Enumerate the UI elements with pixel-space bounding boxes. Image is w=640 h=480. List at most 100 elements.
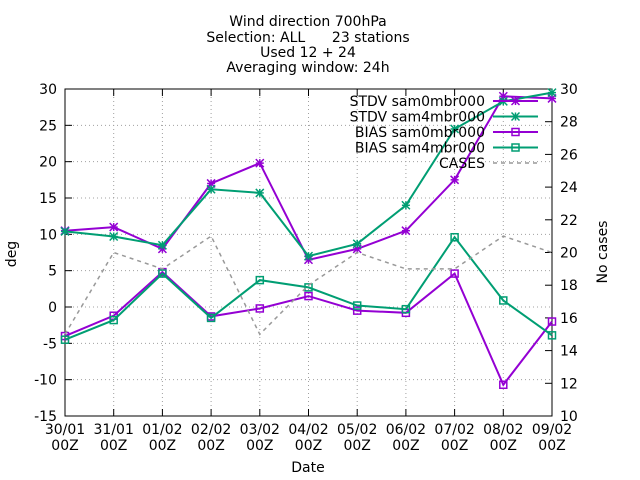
y2-tick-label: 30 bbox=[560, 82, 578, 98]
data-point bbox=[109, 222, 119, 232]
x-tick-label-time: 00Z bbox=[490, 438, 517, 454]
y-tick-label: -5 bbox=[43, 336, 57, 352]
data-point bbox=[450, 232, 459, 242]
series-layer bbox=[60, 88, 557, 390]
series-3 bbox=[60, 232, 557, 344]
x-tick-label: 07/02 bbox=[434, 422, 474, 438]
x-tick-label-time: 00Z bbox=[538, 438, 565, 454]
y2-tick-label: 22 bbox=[560, 213, 578, 229]
data-point bbox=[304, 283, 313, 292]
axes: -15 -10 -5 0 5 10 15 20 25 30 10 12 14 16 18 20 22 24 26 28… bbox=[34, 82, 578, 454]
legend-label: BIAS sam4mbr000 bbox=[355, 141, 485, 157]
series-line bbox=[64, 234, 553, 336]
data-point bbox=[450, 175, 460, 185]
legend-label: STDV sam4mbr000 bbox=[350, 110, 485, 126]
y2-tick-label: 20 bbox=[560, 246, 578, 262]
data-point bbox=[352, 239, 362, 249]
series-line bbox=[64, 270, 553, 387]
data-point bbox=[304, 291, 313, 301]
x-tick-label: 06/02 bbox=[386, 422, 426, 438]
legend-item-3: BIAS sam4mbr000 bbox=[355, 141, 538, 157]
legend-label: STDV sam0mbr000 bbox=[350, 94, 485, 110]
legend-marker bbox=[511, 127, 520, 137]
x-tick-label: 04/02 bbox=[288, 422, 328, 438]
data-point bbox=[60, 335, 70, 344]
y-tick-label: 0 bbox=[48, 300, 57, 316]
data-point bbox=[255, 275, 265, 285]
x-tick-label-time: 00Z bbox=[295, 438, 322, 454]
data-point bbox=[352, 301, 362, 310]
x-tick-label-time: 00Z bbox=[51, 438, 78, 454]
y-tick-label: 5 bbox=[48, 264, 57, 280]
data-point bbox=[401, 226, 411, 236]
title-line-4: Averaging window: 24h bbox=[226, 60, 389, 76]
legend-item-2: BIAS sam0mbr000 bbox=[355, 125, 538, 141]
data-point bbox=[109, 315, 118, 325]
legend-marker bbox=[510, 111, 521, 122]
marker-stroke bbox=[510, 96, 521, 106]
marker-stroke bbox=[303, 251, 314, 261]
data-point bbox=[547, 331, 557, 340]
y2-tick-label: 14 bbox=[560, 344, 578, 360]
marker-stroke bbox=[255, 158, 265, 168]
y2-tick-label: 18 bbox=[560, 278, 578, 294]
data-point bbox=[206, 184, 216, 194]
x-tick-label-time: 00Z bbox=[149, 438, 176, 454]
x-tick-label: 08/02 bbox=[483, 422, 523, 438]
legend-item-1: STDV sam4mbr000 bbox=[350, 110, 538, 126]
data-point bbox=[206, 313, 216, 323]
legend-label: BIAS sam0mbr000 bbox=[355, 125, 485, 141]
data-point bbox=[157, 240, 167, 250]
series-4 bbox=[64, 234, 553, 336]
data-point bbox=[303, 251, 314, 261]
marker-stroke bbox=[510, 111, 521, 122]
y2-tick-label: 12 bbox=[560, 376, 578, 392]
marker-stroke bbox=[109, 231, 119, 242]
series-1 bbox=[60, 88, 557, 261]
legend-item-4: CASES bbox=[439, 156, 538, 172]
data-point bbox=[450, 269, 459, 278]
title-line-2: Selection: ALL 23 stations bbox=[206, 30, 409, 46]
data-point bbox=[401, 200, 411, 210]
data-point bbox=[499, 296, 508, 305]
y-tick-label: 15 bbox=[39, 191, 57, 207]
y2-tick-label: 24 bbox=[560, 180, 578, 196]
y-tick-label: -10 bbox=[34, 373, 57, 389]
x-tick-label-time: 00Z bbox=[343, 438, 370, 454]
title-line-1: Wind direction 700hPa bbox=[229, 14, 386, 30]
x-tick-label-time: 00Z bbox=[392, 438, 419, 454]
data-point bbox=[547, 88, 557, 98]
data-point bbox=[60, 226, 70, 236]
data-point bbox=[547, 317, 557, 326]
y-axis-title: deg bbox=[4, 241, 20, 267]
y-tick-label: 10 bbox=[39, 227, 57, 243]
marker-stroke bbox=[401, 226, 411, 236]
marker-stroke bbox=[60, 226, 70, 236]
chart-title: Wind direction 700hPa Selection: ALL 23 … bbox=[206, 14, 409, 76]
legend-item-0: STDV sam0mbr000 bbox=[350, 94, 538, 110]
x-tick-label: 03/02 bbox=[240, 422, 280, 438]
data-point bbox=[401, 304, 411, 314]
y2-tick-label: 28 bbox=[560, 115, 578, 131]
marker-stroke bbox=[547, 88, 557, 98]
data-point bbox=[255, 304, 265, 313]
marker-stroke bbox=[206, 184, 216, 194]
legend-label: CASES bbox=[439, 156, 485, 172]
marker-stroke bbox=[450, 175, 460, 185]
marker-stroke bbox=[109, 222, 119, 232]
x-tick-label: 09/02 bbox=[532, 422, 572, 438]
legend-marker bbox=[510, 96, 521, 106]
data-point bbox=[158, 269, 167, 278]
data-point bbox=[352, 306, 362, 315]
x-tick-label-time: 00Z bbox=[100, 438, 127, 454]
marker-stroke bbox=[255, 188, 265, 198]
x-tick-label: 02/02 bbox=[191, 422, 231, 438]
x-axis-title: Date bbox=[291, 460, 324, 476]
marker-stroke bbox=[352, 239, 362, 249]
data-point bbox=[255, 158, 265, 168]
data-point bbox=[450, 124, 460, 134]
x-tick-label-time: 00Z bbox=[246, 438, 273, 454]
y2-tick-label: 26 bbox=[560, 147, 578, 163]
